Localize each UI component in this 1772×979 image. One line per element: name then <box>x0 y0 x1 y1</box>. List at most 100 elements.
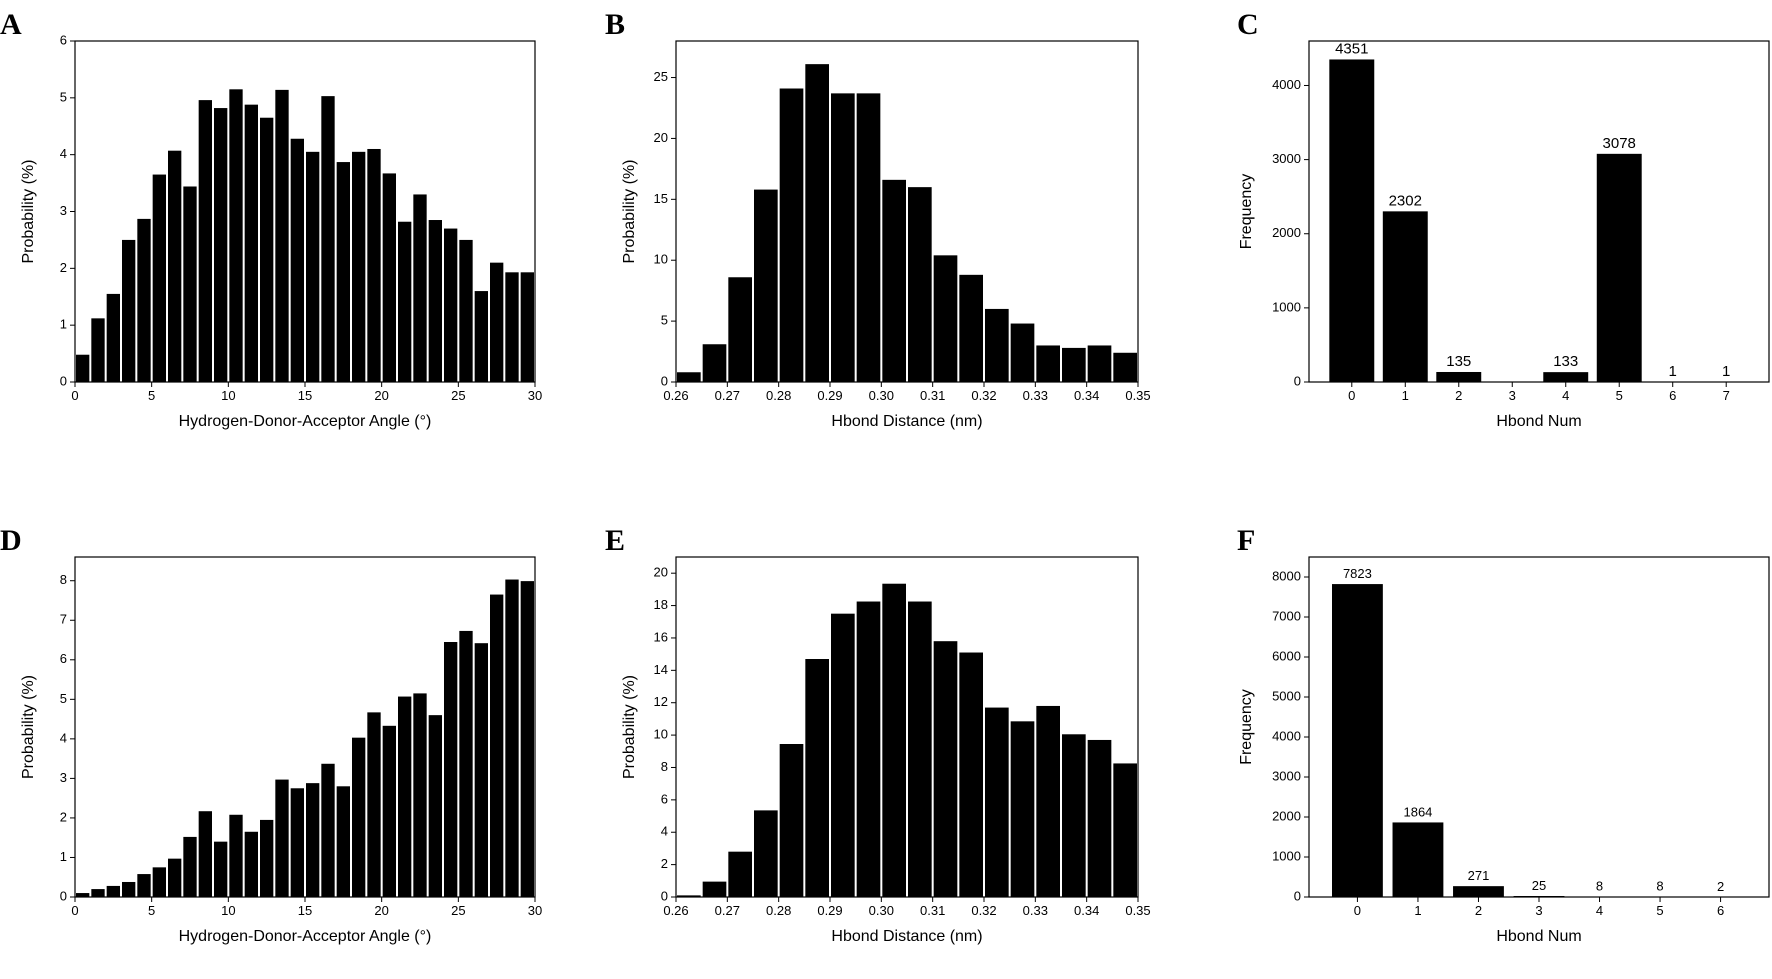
y-tick-label: 8 <box>661 759 668 774</box>
bar <box>183 836 197 897</box>
bar <box>444 642 458 897</box>
x-axis-title: Hbond Distance (nm) <box>831 928 982 945</box>
bar <box>1036 705 1060 897</box>
y-tick-label: 6 <box>60 651 67 666</box>
bar <box>754 810 778 897</box>
x-tick-label: 1 <box>1414 903 1421 918</box>
data-label: 4351 <box>1335 40 1368 57</box>
bar <box>306 151 320 382</box>
y-tick-label: 0 <box>1294 888 1301 903</box>
bar <box>229 814 243 897</box>
y-tick-label: 4 <box>60 146 67 161</box>
x-tick-label: 5 <box>148 388 155 403</box>
x-tick-label: 20 <box>374 388 388 403</box>
bar <box>382 173 396 382</box>
bar <box>882 583 906 897</box>
bar <box>336 162 350 382</box>
bar <box>490 262 504 382</box>
y-tick-label: 5 <box>60 691 67 706</box>
y-tick-label: 15 <box>654 191 668 206</box>
y-axis-title: Probability (%) <box>20 159 37 263</box>
x-tick-label: 6 <box>1669 388 1676 403</box>
x-tick-label: 0.26 <box>663 903 688 918</box>
bar <box>428 715 442 897</box>
y-tick-label: 4000 <box>1272 77 1301 92</box>
x-tick-label: 0.27 <box>715 388 740 403</box>
bar <box>1392 822 1444 897</box>
x-tick-label: 0.28 <box>766 388 791 403</box>
x-tick-label: 0.35 <box>1125 903 1150 918</box>
bar <box>520 581 534 897</box>
bar <box>1596 153 1642 382</box>
x-axis-title: Hbond Num <box>1496 928 1581 945</box>
y-tick-label: 1000 <box>1272 848 1301 863</box>
y-tick-label: 5 <box>60 89 67 104</box>
y-tick-label: 4 <box>60 730 67 745</box>
bar <box>91 318 105 382</box>
bar <box>959 274 983 382</box>
bar <box>352 151 366 382</box>
x-tick-label: 5 <box>1616 388 1623 403</box>
bar <box>1332 584 1383 897</box>
x-tick-label: 3 <box>1535 903 1542 918</box>
bar <box>275 89 289 382</box>
bar <box>152 867 166 897</box>
panel-letter: B <box>605 8 625 41</box>
bar <box>168 150 182 382</box>
y-tick-label: 4000 <box>1272 728 1301 743</box>
bar <box>152 174 166 382</box>
data-label: 8 <box>1656 879 1663 894</box>
y-tick-label: 2000 <box>1272 225 1301 240</box>
bar <box>1453 886 1504 897</box>
x-tick-label: 0.28 <box>766 903 791 918</box>
bar <box>122 239 136 382</box>
y-tick-label: 14 <box>654 662 668 677</box>
bar <box>244 831 258 897</box>
x-tick-label: 20 <box>374 903 388 918</box>
y-tick-label: 2 <box>60 260 67 275</box>
y-tick-label: 1 <box>60 317 67 332</box>
data-label: 1 <box>1722 363 1730 380</box>
bar <box>1329 59 1375 383</box>
x-axis-title: Hbond Num <box>1496 413 1581 430</box>
y-tick-label: 0 <box>1294 373 1301 388</box>
bar <box>1382 211 1428 382</box>
data-label: 133 <box>1553 353 1578 370</box>
bar <box>336 786 350 897</box>
bar <box>882 179 906 382</box>
y-tick-label: 3000 <box>1272 151 1301 166</box>
bar <box>214 841 228 897</box>
x-tick-label: 15 <box>298 388 312 403</box>
bar <box>1113 763 1137 897</box>
panel-letter: C <box>1237 8 1259 41</box>
data-label: 3078 <box>1603 135 1636 152</box>
y-tick-label: 20 <box>654 565 668 580</box>
panel-letter: E <box>605 524 625 557</box>
data-label: 2302 <box>1389 192 1422 209</box>
x-tick-label: 2 <box>1475 903 1482 918</box>
data-label: 8 <box>1596 879 1603 894</box>
bar <box>168 858 182 897</box>
x-tick-label: 5 <box>1656 903 1663 918</box>
bar <box>428 220 442 382</box>
bar <box>805 64 829 382</box>
bar <box>367 148 381 382</box>
bar <box>677 895 701 897</box>
bar <box>1062 347 1086 382</box>
x-axis-title: Hydrogen-Donor-Acceptor Angle (°) <box>179 928 432 945</box>
plot-frame <box>675 40 1139 383</box>
bar <box>908 187 932 382</box>
x-tick-label: 0.33 <box>1023 388 1048 403</box>
bar <box>198 811 212 897</box>
y-tick-label: 16 <box>654 629 668 644</box>
bar <box>306 783 320 897</box>
x-tick-label: 0.27 <box>715 903 740 918</box>
bar <box>985 707 1009 897</box>
bar <box>413 194 427 382</box>
bar <box>831 613 855 897</box>
bar <box>76 893 90 897</box>
data-label: 25 <box>1532 878 1546 893</box>
y-tick-label: 10 <box>654 727 668 742</box>
